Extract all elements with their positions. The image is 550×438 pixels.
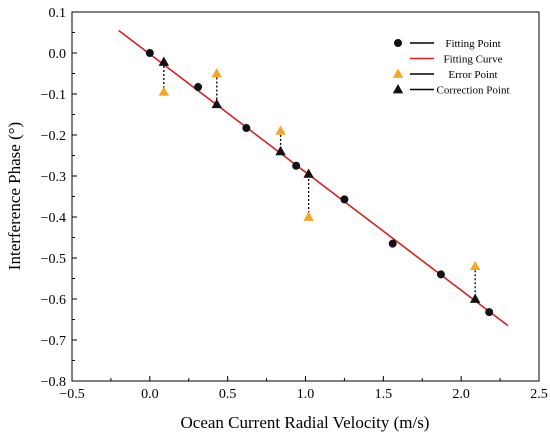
legend-error-point-symbol xyxy=(392,68,404,78)
error-point-marker xyxy=(211,68,222,78)
fitting-point-marker xyxy=(242,124,251,133)
x-axis-title: Ocean Current Radial Velocity (m/s) xyxy=(181,413,430,432)
error-point-marker xyxy=(469,260,481,271)
plot-area-frame xyxy=(71,11,540,382)
y-tick-label: 0.0 xyxy=(49,47,67,62)
marker-group xyxy=(145,49,494,317)
x-tick-label: 1.5 xyxy=(375,387,393,402)
x-axis: −0.5 0.0 0.5 1.0 1.5 2.0 2.5 xyxy=(59,376,548,402)
fitting-point-marker xyxy=(485,308,494,317)
y-tick-label: −0.2 xyxy=(41,129,66,144)
legend-correction-point-label: Correction Point xyxy=(436,85,509,97)
legend-fitting-point-symbol xyxy=(394,39,402,47)
correction-point-marker xyxy=(469,293,481,303)
y-axis: 0.1 0.0 −0.1 −0.2 −0.3 −0.4 −0.5 −0.6 −0.7 −0.8 xyxy=(41,6,77,390)
fitting-point-marker xyxy=(292,161,301,170)
x-tick-label: 0.0 xyxy=(141,387,159,402)
legend-error-point-label: Error Point xyxy=(448,69,497,81)
y-tick-label: −0.4 xyxy=(41,211,66,226)
x-tick-label: 1.0 xyxy=(297,387,315,402)
x-tick-label: 2.5 xyxy=(530,387,548,402)
error-point-marker xyxy=(303,211,314,221)
y-tick-label: −0.6 xyxy=(41,293,66,308)
y-tick-label: −0.5 xyxy=(41,252,66,267)
correction-point-marker xyxy=(211,98,222,109)
legend-fitting-curve-label: Fitting Curve xyxy=(444,54,503,66)
correction-point-marker xyxy=(303,168,314,178)
fitting-point-marker xyxy=(436,270,445,279)
y-tick-label: −0.7 xyxy=(41,334,66,349)
fitting-point-marker xyxy=(194,83,203,92)
x-tick-label: −0.5 xyxy=(59,387,84,402)
correction-point-marker xyxy=(158,56,170,66)
y-tick-label: −0.3 xyxy=(41,170,66,185)
y-tick-label: −0.1 xyxy=(41,88,66,103)
connector-group xyxy=(163,62,476,299)
correction-point-marker xyxy=(275,145,286,156)
error-point-marker xyxy=(275,125,286,135)
x-tick-label: 0.5 xyxy=(219,387,237,402)
y-tick-label: 0.1 xyxy=(49,6,67,21)
x-tick-label: 2.0 xyxy=(452,387,470,402)
fitting-point-marker xyxy=(340,195,349,204)
fitting-point-marker xyxy=(145,49,154,57)
fitting-point-marker xyxy=(388,239,397,248)
legend-correction-point-symbol xyxy=(392,84,404,94)
y-tick-label: −0.8 xyxy=(41,375,66,390)
error-point-marker xyxy=(158,86,170,96)
legend-fitting-point-label: Fitting Point xyxy=(445,38,500,50)
legend: Fitting Point Fitting Curve Error Point Cor… xyxy=(392,38,510,97)
y-axis-title: Interference Phase (°) xyxy=(5,122,24,270)
